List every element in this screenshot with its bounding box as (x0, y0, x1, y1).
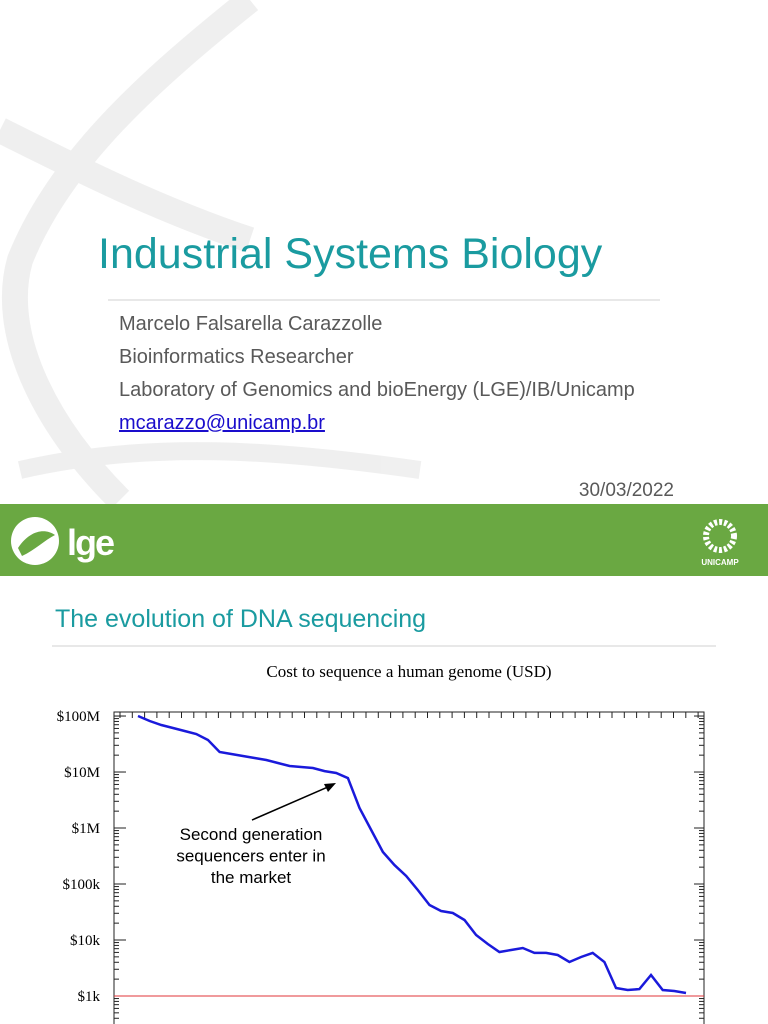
y-tick-label: $100M (57, 709, 100, 725)
annotation: the market (211, 868, 292, 887)
logo-leaf (18, 531, 55, 556)
author-line: Laboratory of Genomics and bioEnergy (LG… (119, 379, 635, 401)
plot-frame (113, 711, 705, 1024)
author-line: Marcelo Falsarella Carazzolle (119, 313, 382, 335)
chart-title: Cost to sequence a human genome (USD) (266, 662, 551, 681)
arrow-head (324, 783, 336, 792)
logo-text: lge (67, 522, 114, 563)
annotation: Second generation (180, 825, 323, 844)
email-link[interactable]: mcarazzo@unicamp.br (119, 412, 325, 434)
cost-line (137, 714, 687, 995)
author-line: Bioinformatics Researcher (119, 346, 354, 368)
slide-title: The evolution of DNA sequencing (55, 605, 426, 633)
y-tick-label: $1k (78, 989, 101, 1005)
slide-title: Industrial Systems Biology (98, 230, 603, 278)
date: 30/03/2022 (579, 480, 674, 501)
y-tick-label: $10M (64, 765, 100, 781)
annotation-arrow (251, 785, 331, 821)
annotation: sequencers enter in (176, 847, 325, 866)
y-tick-label: $100k (63, 877, 101, 893)
university-name: UNICAMP (701, 558, 739, 567)
y-tick-label: $10k (70, 933, 101, 949)
y-tick-label: $1M (72, 821, 100, 837)
university-emblem (703, 519, 737, 553)
footer-band (0, 504, 768, 576)
background-swirls (0, 0, 422, 510)
